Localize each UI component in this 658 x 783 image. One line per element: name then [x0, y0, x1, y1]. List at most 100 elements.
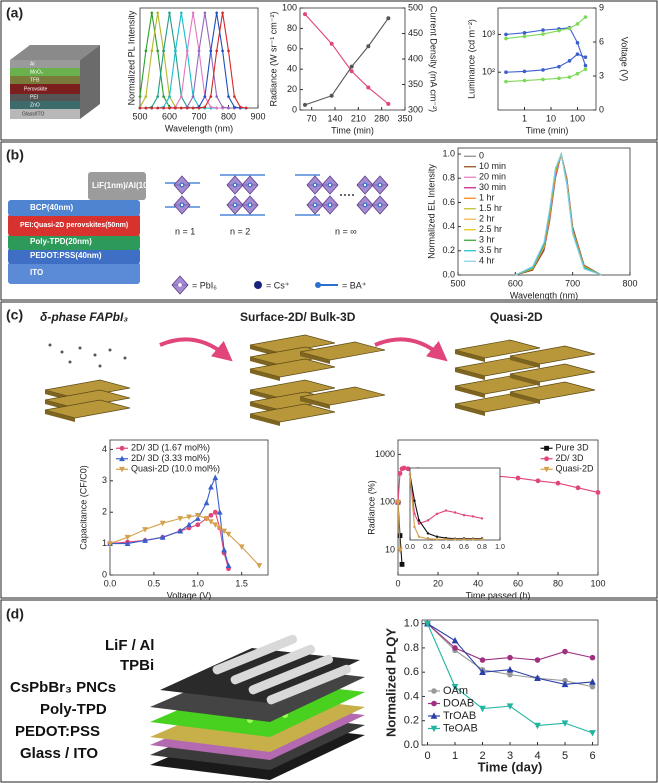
marker [194, 512, 201, 519]
marker [195, 522, 201, 528]
x-tick-label: 600 [508, 278, 523, 288]
marker [212, 509, 218, 515]
marker [555, 480, 561, 486]
x-tick-label: 0.5 [148, 578, 161, 588]
marker [567, 26, 572, 31]
marker [191, 106, 195, 110]
marker [203, 105, 207, 109]
marker [191, 11, 195, 15]
y-tick-label: 0.2 [404, 715, 419, 727]
marker [515, 475, 521, 481]
x-tick-label: 1.5 [235, 578, 248, 588]
x-tick-label: 0.0 [104, 578, 117, 588]
marker [462, 538, 466, 541]
marker [575, 71, 580, 76]
x-tick-label: 1 [522, 113, 527, 123]
marker [142, 537, 148, 543]
marker [185, 49, 189, 53]
x-tick-label: 1 [452, 750, 458, 762]
legend-label: = PbI₆ [192, 280, 217, 290]
marker [557, 64, 561, 69]
marker [366, 85, 371, 90]
legend-label: 3 hr [479, 235, 495, 245]
series-line [515, 152, 602, 276]
marker [119, 445, 125, 451]
legend-label: 2D/ 3D [556, 453, 585, 463]
y2-axis-label: Current Density (mA cm⁻²) [429, 6, 439, 112]
y-tick-label: 0.4 [404, 690, 419, 702]
marker [522, 34, 527, 39]
x-tick-label: 700 [565, 278, 580, 288]
phase-label: Surface-2D/ Bulk-3D [240, 310, 356, 324]
y-axis-label: Normalized EL Intensity [426, 164, 436, 259]
legend-label: OAm [443, 685, 468, 697]
x-axis-label: Time (min) [526, 125, 569, 135]
marker [426, 519, 430, 522]
marker [142, 527, 148, 533]
marker [583, 55, 588, 59]
marker [233, 95, 236, 98]
y-tick-label: 0.8 [404, 642, 419, 654]
structure-label: n = ∞ [335, 226, 357, 236]
marker [575, 40, 580, 45]
x-tick-label: 5 [562, 750, 568, 762]
x-tick-label: 800 [221, 111, 236, 121]
x-tick-label: 20 [433, 578, 443, 588]
marker [168, 11, 171, 15]
y-tick-label: 0.4 [442, 221, 455, 231]
marker [471, 538, 475, 541]
marker [124, 534, 131, 541]
marker [162, 95, 165, 98]
layer-label: TFB [30, 77, 40, 83]
plot-frame [109, 439, 269, 576]
marker [426, 537, 430, 540]
legend-label: 10 min [479, 161, 506, 171]
marker [479, 668, 486, 675]
x-tick-label: 700 [191, 111, 206, 121]
marker [203, 11, 207, 15]
marker [366, 44, 371, 49]
y2-tick-label: 500 [408, 2, 423, 12]
x-axis-label: Voltage (V) [167, 590, 212, 600]
marker [444, 538, 448, 541]
marker [544, 456, 549, 462]
marker [462, 513, 466, 517]
marker [156, 95, 159, 98]
x-tick-label: 210 [351, 113, 366, 123]
y-axis-label: Capacitance (CF/C0) [78, 465, 88, 550]
marker [534, 722, 541, 730]
x-tick-label: 40 [473, 578, 483, 588]
marker [589, 683, 596, 690]
layer-label: Poly-TPD(20nm) [30, 237, 92, 246]
marker [534, 657, 541, 663]
marker [180, 95, 183, 98]
legend-label: 30 min [479, 182, 506, 192]
x-tick-label: 100 [570, 113, 585, 123]
marker [431, 700, 437, 707]
marker [138, 95, 142, 98]
marker [227, 106, 230, 110]
marker [405, 466, 411, 472]
marker [561, 680, 569, 688]
marker [208, 512, 214, 518]
y2-tick-label: 9 [599, 2, 604, 12]
y-tick-label: 1 [102, 538, 107, 548]
x-tick-label: 280 [374, 113, 389, 123]
legend-label: TeOAB [443, 722, 478, 734]
marker [244, 106, 248, 110]
marker [504, 70, 508, 75]
x-tick-label: 500 [450, 278, 465, 288]
y2-tick-label: 3 [599, 70, 604, 80]
series-line [409, 474, 483, 525]
marker [435, 535, 439, 538]
y-axis-label: Normalized PL Intensity [126, 10, 136, 105]
x-tick-label: 0.0 [405, 544, 415, 551]
marker [177, 516, 184, 522]
x-tick-label: 500 [132, 111, 147, 121]
marker [156, 11, 159, 15]
legend-label: 0 [479, 151, 484, 161]
panel-frame [0, 301, 658, 599]
y2-tick-label: 0 [599, 104, 604, 114]
marker [119, 455, 125, 462]
